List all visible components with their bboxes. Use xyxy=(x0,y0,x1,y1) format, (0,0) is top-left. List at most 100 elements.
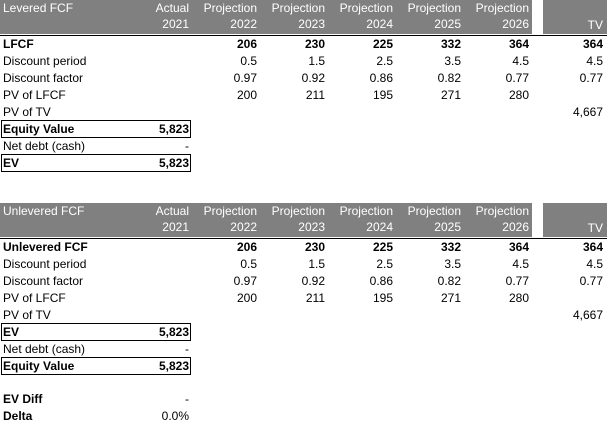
cell-value-tv[interactable]: 364 xyxy=(582,37,603,51)
cell-value[interactable]: 225 xyxy=(372,37,393,51)
cell-value[interactable]: - xyxy=(185,342,189,356)
table-row: Discount factor 0.97 0.92 0.86 0.82 0.77 0.77 xyxy=(0,273,607,290)
cell-value[interactable]: 0.97 xyxy=(233,274,257,288)
cell-value[interactable]: 271 xyxy=(440,291,461,305)
cell-value[interactable]: 211 xyxy=(305,88,325,102)
cell-value[interactable]: 0.5 xyxy=(240,54,257,68)
cell-value[interactable]: 1.5 xyxy=(308,257,325,271)
cell-value-tv[interactable]: 4.5 xyxy=(586,257,603,271)
cell-value[interactable]: 0.92 xyxy=(301,274,325,288)
tv-label: TV xyxy=(587,221,603,235)
cell-value[interactable]: 5,823 xyxy=(158,156,189,170)
cell-value[interactable]: 5,823 xyxy=(158,359,189,373)
column-header-line1: Actual xyxy=(155,204,189,218)
cell-value[interactable]: 2.5 xyxy=(376,54,393,68)
cell-value-tv[interactable]: 4,667 xyxy=(572,308,603,322)
column-header-tv[interactable]: TV xyxy=(523,17,603,34)
table-row: PV of TV 4,667 xyxy=(0,104,607,121)
table-row: LFCF 206 230 225 332 364 364 xyxy=(0,36,607,53)
bordered-total xyxy=(1,357,191,375)
bridge-row: EV 5,823 xyxy=(0,155,607,172)
bridge-row: EV 5,823 xyxy=(0,324,607,341)
cell-value[interactable]: 0.97 xyxy=(233,71,257,85)
cell-value[interactable]: 364 xyxy=(508,37,529,51)
column-header[interactable]: Projection 2026 xyxy=(449,203,529,237)
column-header[interactable]: Projection 2023 xyxy=(245,203,325,237)
cell-value[interactable]: 280 xyxy=(508,291,529,305)
row-label: EV xyxy=(3,325,20,339)
column-header-line1: Projection xyxy=(339,204,393,218)
row-label: Discount factor xyxy=(3,274,84,288)
cell-value[interactable]: 0.92 xyxy=(301,71,325,85)
column-header-year: 2021 xyxy=(162,17,189,31)
section-title: Levered FCF xyxy=(3,1,74,15)
cell-value[interactable]: 206 xyxy=(236,37,257,51)
column-header[interactable]: Projection 2025 xyxy=(381,0,461,34)
cell-value-tv[interactable]: 364 xyxy=(582,240,603,254)
cell-value[interactable]: 195 xyxy=(372,88,393,102)
cell-value-tv[interactable]: 0.77 xyxy=(579,274,603,288)
column-header[interactable]: Projection 2024 xyxy=(313,0,393,34)
cell-value[interactable]: 206 xyxy=(236,240,257,254)
header-rule xyxy=(0,238,607,239)
column-header[interactable]: Projection 2022 xyxy=(177,203,257,237)
column-header-year: 2022 xyxy=(230,220,257,234)
row-label: Discount factor xyxy=(3,71,84,85)
cell-value-tv[interactable]: 4.5 xyxy=(586,54,603,68)
cell-value[interactable]: 0.77 xyxy=(505,71,529,85)
cell-value[interactable]: 211 xyxy=(305,291,325,305)
cell-value-tv[interactable]: 0.77 xyxy=(579,71,603,85)
cell-value[interactable]: 0.82 xyxy=(437,71,461,85)
header-band-tv xyxy=(543,203,607,237)
cell-value[interactable]: - xyxy=(185,392,189,406)
cell-value[interactable]: 2.5 xyxy=(376,257,393,271)
cell-value[interactable]: 3.5 xyxy=(444,54,461,68)
column-header[interactable]: Actual 2021 xyxy=(109,0,189,34)
column-header-line1: Projection xyxy=(203,204,257,218)
cell-value[interactable]: 5,823 xyxy=(158,325,189,339)
section-title: Unlevered FCF xyxy=(3,204,85,218)
cell-value[interactable]: 230 xyxy=(304,240,325,254)
column-header-year: 2026 xyxy=(502,220,529,234)
cell-value[interactable]: 4.5 xyxy=(512,54,529,68)
column-header[interactable]: Projection 2022 xyxy=(177,0,257,34)
cell-value[interactable]: 3.5 xyxy=(444,257,461,271)
column-header[interactable]: Projection 2026 xyxy=(449,0,529,34)
cell-value[interactable]: 1.5 xyxy=(308,54,325,68)
cell-value[interactable]: 4.5 xyxy=(512,257,529,271)
column-header[interactable]: Actual 2021 xyxy=(109,203,189,237)
table-row: Unlevered FCF 206 230 225 332 364 364 xyxy=(0,239,607,256)
cell-value[interactable]: 230 xyxy=(304,37,325,51)
row-label: Equity Value xyxy=(3,122,75,136)
cell-value[interactable]: 0.86 xyxy=(369,274,393,288)
cell-value[interactable]: 0.0% xyxy=(161,409,189,423)
cell-value-tv[interactable]: 4,667 xyxy=(572,105,603,119)
cell-value[interactable]: 195 xyxy=(372,291,393,305)
cell-value[interactable]: 200 xyxy=(236,291,257,305)
cell-value[interactable]: 0.5 xyxy=(240,257,257,271)
column-header-line1: Projection xyxy=(407,1,461,15)
cell-value[interactable]: 280 xyxy=(508,88,529,102)
header-band xyxy=(0,203,532,237)
cell-value[interactable]: 0.77 xyxy=(505,274,529,288)
column-header[interactable]: Projection 2025 xyxy=(381,203,461,237)
column-header[interactable]: Projection 2024 xyxy=(313,203,393,237)
table-row: Discount factor 0.97 0.92 0.86 0.82 0.77 0.77 xyxy=(0,70,607,87)
cell-value[interactable]: 332 xyxy=(440,240,461,254)
column-header-year: 2026 xyxy=(502,17,529,31)
cell-value[interactable]: 271 xyxy=(440,88,461,102)
row-label: EV Diff xyxy=(3,392,43,406)
cell-value[interactable]: 225 xyxy=(372,240,393,254)
cell-value[interactable]: 200 xyxy=(236,88,257,102)
cell-value[interactable]: 0.82 xyxy=(437,274,461,288)
row-label: PV of TV xyxy=(3,308,51,322)
cell-value[interactable]: 5,823 xyxy=(158,122,189,136)
cell-value[interactable]: 0.86 xyxy=(369,71,393,85)
table-row: PV of LFCF 200 211 195 271 280 xyxy=(0,87,607,104)
column-header[interactable]: Projection 2023 xyxy=(245,0,325,34)
row-label: Discount period xyxy=(3,54,87,68)
cell-value[interactable]: 364 xyxy=(508,240,529,254)
cell-value[interactable]: - xyxy=(185,139,189,153)
cell-value[interactable]: 332 xyxy=(440,37,461,51)
column-header-tv[interactable]: TV xyxy=(523,220,603,237)
